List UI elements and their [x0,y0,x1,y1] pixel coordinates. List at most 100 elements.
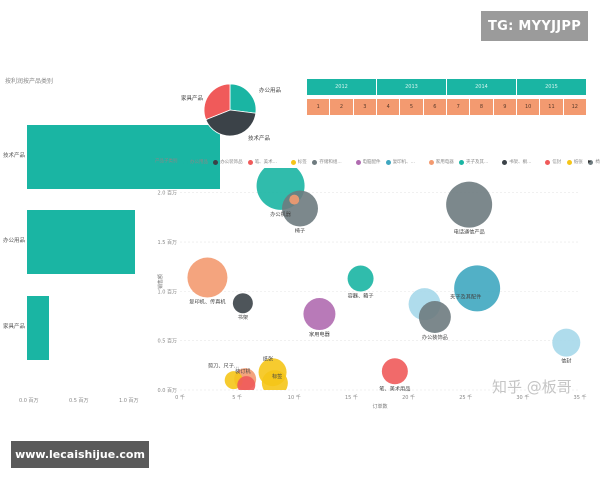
bubble-label: 标签 [272,372,282,380]
legend-label: 办公装饰品 [220,159,243,165]
legend-label: 纸张 [573,159,583,165]
legend-swatch [502,160,508,165]
timeline-month-cell[interactable]: 7 [447,99,470,115]
legend-next-arrow-icon[interactable]: ▸ [588,158,592,165]
bar-category-label: 家具产品 [3,324,26,330]
x-tick-label: 35 千 [574,394,587,401]
timeline-month-cell[interactable]: 9 [493,99,516,115]
legend-swatch [247,160,253,165]
scatter-bubble[interactable] [232,293,253,314]
x-tick-label: 15 千 [345,394,358,401]
bubble-label: 纸张 [263,354,274,362]
bubble-label: 容器、箱子 [348,292,374,300]
scatter-bubble[interactable] [347,265,374,292]
pie-slice-label: 家具产品 [181,94,204,102]
legend-swatch [213,160,219,165]
bubble-label: 夹子及其配件 [450,292,481,300]
legend-label: 办公用品 [190,159,208,165]
pie-slice-label: 技术产品 [248,134,271,142]
bubble-label: 电话通信产品 [454,228,485,236]
bar-x-tick-label: 0.0 百万 [19,398,39,404]
bar [27,210,135,274]
timeline-month-cell[interactable]: 5 [400,99,423,115]
bubble-label: 办公装饰品 [422,333,448,341]
scatter-bubble[interactable] [187,257,228,298]
bubble-label: 信封 [561,357,571,365]
timeline-month-cell[interactable]: 8 [470,99,493,115]
zhihu-watermark: 知乎 @板哥 [492,378,572,396]
legend-swatch [588,160,594,165]
bar-chart-panel: 按利润按产品类别 技术产品 办公用品 家具产品 0.0 百万 0.5 百万 1.0 百万 [0,74,220,414]
pie-slice[interactable] [229,83,257,114]
scatter-bubble[interactable] [446,181,493,228]
pie-slice[interactable] [203,83,231,121]
timeline-month-cell[interactable]: 4 [377,99,400,115]
scatter-bubble[interactable] [552,328,581,357]
legend-swatch [385,160,391,165]
bar-x-tick-label: 1.0 百万 [119,398,139,404]
bubble-label: 办公机器 [270,210,292,218]
legend-swatch [183,160,188,165]
timeline-slicer[interactable]: 2012 2013 2014 2015 1 2 3 4 5 6 7 8 9 10 11 12 [307,79,587,117]
tg-watermark-badge: TG: MYYJJPP [481,11,588,41]
legend-label: 存储和组... [319,159,342,165]
x-tick-label: 20 千 [402,394,415,401]
bubble-label: 装订机 [235,367,251,375]
legend-swatch [290,160,296,165]
scatter-bubble[interactable] [303,298,336,331]
bar [27,296,49,360]
legend-swatch [355,160,361,165]
bubble-label: 剪刀、尺子... [208,361,239,369]
timeline-year-cell[interactable]: 2015 [517,79,586,95]
timeline-month-cell[interactable]: 12 [563,99,586,115]
legend-swatch [459,160,464,165]
timeline-month-cell[interactable]: 11 [540,99,563,115]
legend-title: 产品子类别 [155,159,178,164]
bar-x-tick-label: 0.5 百万 [69,398,89,404]
pie-slice[interactable] [205,109,257,137]
legend-label: 电脑配件 [362,159,381,165]
scatter-bubble[interactable] [282,190,318,227]
bar-chart-plot: 技术产品 办公用品 家具产品 0.0 百万 0.5 百万 1.0 百万 [0,74,220,414]
scatter-chart: 0.0 百万 0.5 百万 1.0 百万 1.5 百万 2.0 百万 0 千 5 千 10 千… [157,168,587,410]
scatter-bubble[interactable] [289,194,300,205]
legend-swatch [545,160,551,165]
timeline-year-cell[interactable]: 2013 [377,79,446,95]
scatter-bubble[interactable] [261,370,288,396]
y-tick-label: 0.0 百万 [157,388,177,394]
x-tick-label: 10 千 [288,394,301,401]
legend-label: 复印机、... [392,159,415,165]
scatter-bubble[interactable] [381,358,408,385]
timeline-month-cell[interactable]: 6 [423,99,446,115]
legend-swatch [312,160,318,165]
x-tick-label: 30 千 [516,394,529,401]
bubble-label: 家用电器 [309,330,331,338]
legend-swatch [428,160,434,165]
legend-label: 书架、橱... [509,159,532,165]
x-axis-label: 订单数 [372,403,387,410]
timeline-year-cell[interactable]: 2014 [447,79,516,95]
pie-slice-label: 办公用品 [259,86,282,94]
y-axis-label: 销售额 [157,274,164,289]
bubble-label: 书架 [238,313,248,321]
timeline-month-cell[interactable]: 3 [353,99,376,115]
bubble-label: 笔、美术用品 [379,384,410,392]
timeline-month-cell[interactable]: 10 [517,99,540,115]
y-tick-label: 1.5 百万 [157,240,177,246]
bar-category-label: 办公用品 [3,238,26,244]
url-watermark-badge: www.lecaishijue.com [11,441,149,468]
timeline-month-cell[interactable]: 2 [330,99,353,115]
y-tick-label: 2.0 百万 [157,191,177,197]
scatter-bubble[interactable] [454,265,501,312]
scatter-bubble[interactable] [237,376,256,394]
timeline-year-cell[interactable]: 2012 [307,79,376,95]
legend-label: 信封 [552,159,562,165]
bar-chart-title: 按利润按产品类别 [5,78,54,85]
timeline-month-cell[interactable]: 1 [307,99,330,115]
y-tick-label: 1.0 百万 [157,289,177,295]
y-tick-label: 0.5 百万 [157,339,177,345]
bubble-label: 复印机、传真机 [189,298,226,306]
legend: 产品子类别 办公用品 办公装饰品 笔、美术... 标签 存储和组... 电脑配件 复印机、..… [155,158,600,168]
scatter-bubble[interactable] [418,301,451,334]
